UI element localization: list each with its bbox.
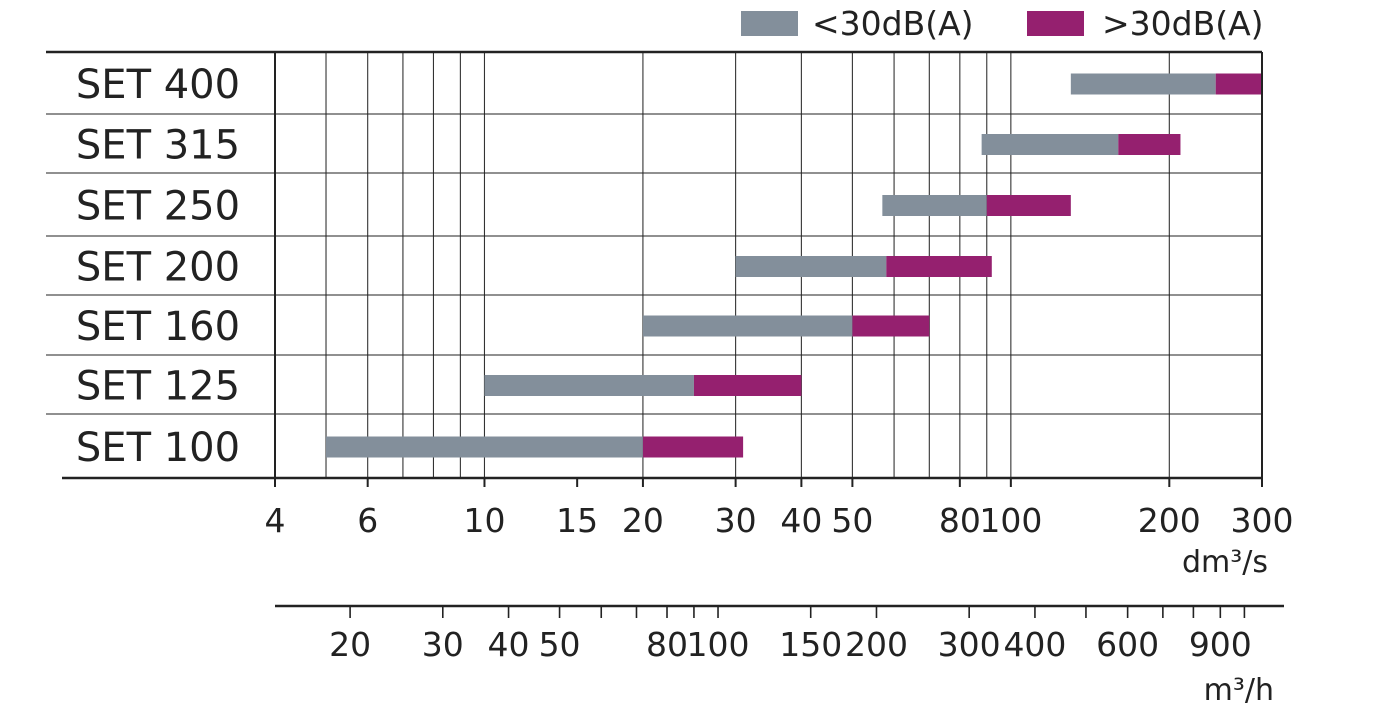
bars [326, 73, 1262, 458]
row-label-set-125: SET 125 [76, 364, 240, 410]
x-tick-label: 200 [1138, 501, 1201, 540]
x-tick-label: 40 [780, 501, 822, 540]
legend-swatch-quiet [741, 11, 798, 36]
secondary-tick-label: 80 [646, 625, 688, 664]
bar-quiet-set-125 [484, 375, 694, 396]
bar-quiet-set-100 [326, 436, 643, 458]
x-tick-label: 6 [357, 501, 378, 540]
bar-loud-set-200 [886, 256, 992, 277]
x-tick-label: 20 [622, 501, 664, 540]
secondary-tick-label: 30 [422, 625, 464, 664]
secondary-tick-label: 20 [329, 625, 371, 664]
bar-loud-set-315 [1118, 134, 1181, 155]
x-tick-label: 50 [831, 501, 873, 540]
bar-loud-set-250 [986, 195, 1071, 216]
row-label-set-400: SET 400 [76, 62, 240, 108]
x-axis-unit: dm³/s [1182, 545, 1268, 580]
secondary-tick-label: 200 [845, 625, 908, 664]
bar-quiet-set-160 [642, 315, 853, 337]
secondary-tick-label: 600 [1096, 625, 1159, 664]
bar-loud-set-125 [693, 375, 802, 396]
bar-quiet-set-315 [981, 134, 1119, 155]
row-label-set-160: SET 160 [76, 304, 240, 350]
x-tick-label: 30 [715, 501, 757, 540]
legend-label-quiet: <30dB(A) [812, 4, 974, 43]
legend-label-loud: >30dB(A) [1102, 4, 1264, 43]
x-tick-label: 300 [1231, 501, 1294, 540]
secondary-tick-label: 100 [687, 625, 750, 664]
bar-quiet-set-200 [735, 256, 887, 277]
x-tick-label: 15 [556, 501, 598, 540]
bar-quiet-set-250 [882, 195, 987, 216]
bar-loud-set-400 [1215, 73, 1262, 95]
secondary-tick-label: 400 [1003, 625, 1066, 664]
row-label-set-250: SET 250 [76, 184, 240, 230]
secondary-tick-label: 900 [1189, 625, 1252, 664]
secondary-tick-label: 300 [938, 625, 1001, 664]
legend-swatch-loud [1027, 11, 1084, 36]
secondary-axis-unit: m³/h [1204, 673, 1274, 708]
secondary-tick-label: 40 [488, 625, 530, 664]
secondary-tick-label: 150 [779, 625, 842, 664]
x-tick-label: 4 [265, 501, 286, 540]
row-label-set-315: SET 315 [76, 123, 240, 169]
row-label-set-200: SET 200 [76, 245, 240, 291]
x-tick-label: 10 [463, 501, 505, 540]
bar-quiet-set-400 [1070, 73, 1216, 95]
x-tick-label: 100 [979, 501, 1042, 540]
row-labels: SET 400 SET 315 SET 250 SET 200 SET 160 SET 1… [76, 62, 240, 471]
x-tick-label: 80 [939, 501, 981, 540]
bar-loud-set-160 [852, 315, 930, 337]
secondary-tick-label: 50 [539, 625, 581, 664]
bar-loud-set-100 [642, 436, 744, 458]
legend: <30dB(A) >30dB(A) [741, 4, 1264, 43]
row-label-set-100: SET 100 [76, 425, 240, 471]
frame [46, 50, 1263, 480]
